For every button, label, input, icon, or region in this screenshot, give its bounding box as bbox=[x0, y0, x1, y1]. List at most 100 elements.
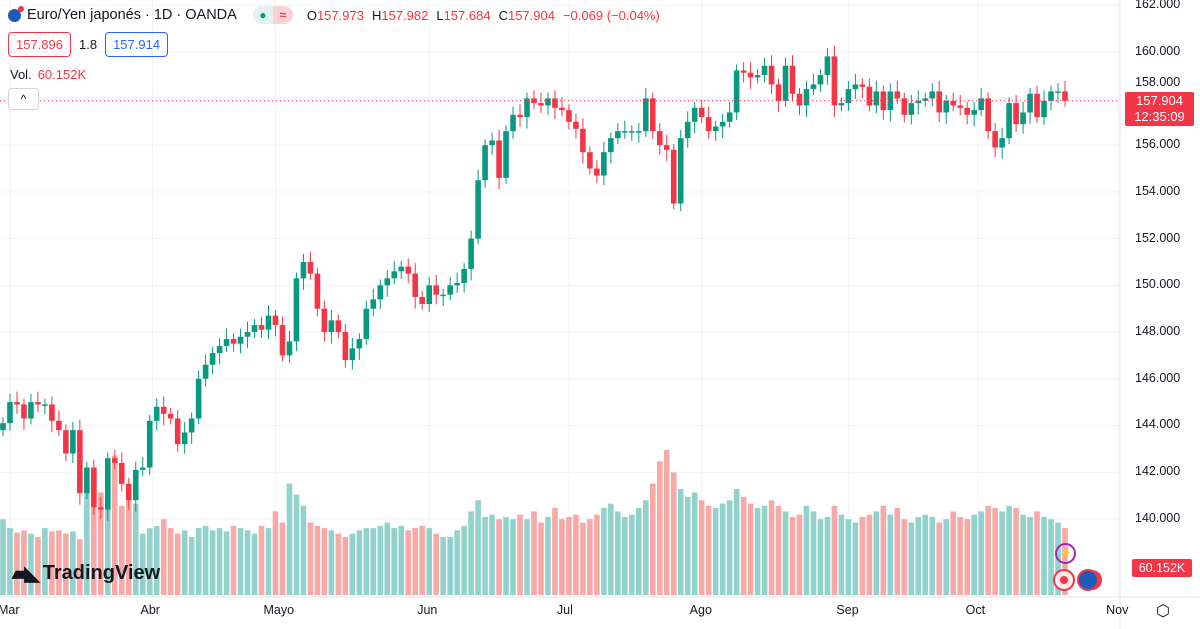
volume-bar bbox=[873, 511, 880, 595]
volume-bar bbox=[77, 539, 83, 595]
volume-label: Vol. bbox=[10, 67, 32, 82]
volume-bar bbox=[1041, 516, 1047, 595]
candle-body bbox=[629, 131, 635, 133]
candle-body bbox=[649, 98, 656, 132]
volume-bar bbox=[740, 496, 747, 595]
candle-body bbox=[84, 467, 90, 494]
candle-body bbox=[901, 98, 908, 115]
volume-bar bbox=[580, 522, 586, 595]
market-status[interactable]: ● ≈ bbox=[252, 6, 293, 24]
candle-body bbox=[125, 483, 132, 501]
candle-body bbox=[859, 84, 866, 87]
candle-body bbox=[943, 100, 950, 113]
candle-body bbox=[866, 86, 873, 106]
candle-body bbox=[573, 121, 579, 129]
candle-body bbox=[684, 121, 691, 139]
event-dot-icon[interactable] bbox=[1053, 569, 1075, 591]
volume-bar bbox=[321, 528, 328, 595]
candle-body bbox=[174, 418, 181, 445]
candle-body bbox=[153, 406, 160, 421]
volume-bar bbox=[42, 528, 48, 595]
volume-bar bbox=[28, 533, 34, 595]
volume-bar bbox=[803, 505, 810, 595]
volume-bar bbox=[747, 503, 754, 595]
candle-body bbox=[642, 98, 649, 132]
volume-bar bbox=[111, 455, 118, 595]
candle-body bbox=[118, 462, 125, 484]
candle-body bbox=[719, 121, 726, 127]
volume-bar bbox=[496, 519, 502, 595]
close-field: C157.904 bbox=[499, 8, 555, 23]
volume-bar bbox=[307, 522, 314, 595]
volume-bar bbox=[831, 505, 838, 595]
candle-body bbox=[244, 332, 251, 337]
candle-body bbox=[663, 145, 670, 150]
candle-body bbox=[132, 469, 139, 501]
candle-body bbox=[42, 404, 48, 406]
candle-body bbox=[503, 131, 509, 178]
collapse-legend-button[interactable]: ^ bbox=[8, 88, 39, 110]
candle-body bbox=[887, 91, 894, 111]
candle-body bbox=[426, 285, 432, 305]
volume-bar bbox=[188, 537, 195, 595]
low-field: L157.684 bbox=[436, 8, 490, 23]
candle-body bbox=[496, 140, 502, 178]
volume-bar bbox=[328, 530, 335, 595]
candle-body bbox=[1027, 93, 1033, 113]
candle-body bbox=[594, 168, 600, 176]
volume-bar bbox=[237, 528, 244, 595]
candle-body bbox=[300, 261, 307, 279]
open-label: O bbox=[306, 7, 317, 23]
volume-bar bbox=[63, 533, 69, 595]
volume-bar bbox=[398, 525, 405, 595]
candle-body bbox=[160, 406, 167, 414]
candle-body bbox=[845, 89, 852, 104]
logo-text: TradingView bbox=[42, 562, 161, 584]
sell-button[interactable]: 157.896 bbox=[8, 32, 71, 57]
volume-bar bbox=[684, 496, 691, 595]
volume-bar bbox=[810, 511, 817, 595]
volume-bar bbox=[880, 505, 887, 595]
candle-body bbox=[335, 320, 342, 333]
volume-bar bbox=[866, 514, 873, 595]
volume-bar bbox=[419, 525, 426, 595]
volume-bar bbox=[817, 519, 824, 595]
volume-bar bbox=[209, 530, 216, 595]
settings-gear-icon[interactable]: ⬡ bbox=[1156, 603, 1170, 620]
candle-body bbox=[419, 297, 426, 305]
candle-body bbox=[712, 126, 719, 132]
candle-body bbox=[747, 72, 754, 78]
volume-bar bbox=[538, 522, 544, 595]
volume-bar bbox=[181, 530, 188, 595]
time-tick-label: Nov bbox=[1106, 603, 1129, 617]
volume-bar bbox=[35, 537, 41, 595]
buy-button[interactable]: 157.914 bbox=[105, 32, 169, 57]
volume-bar bbox=[363, 528, 370, 595]
volume-bar bbox=[426, 528, 432, 595]
candle-body bbox=[14, 402, 20, 405]
volume-bar bbox=[636, 508, 642, 595]
volume-bar bbox=[1020, 514, 1026, 595]
last-price-tag: 157.904 12:35:09 bbox=[1125, 92, 1194, 126]
candle-body bbox=[1020, 112, 1026, 125]
lightning-event-icon[interactable]: ⚡ bbox=[1055, 543, 1076, 564]
candle-body bbox=[70, 430, 76, 454]
volume-bar bbox=[489, 514, 495, 595]
candle-body bbox=[77, 430, 83, 494]
eu-event-icon[interactable] bbox=[1077, 569, 1099, 591]
time-tick-label: Mar bbox=[0, 603, 20, 617]
candle-body bbox=[98, 507, 104, 510]
candle-body bbox=[440, 294, 446, 297]
candle-body bbox=[992, 131, 998, 148]
candle-body bbox=[775, 84, 782, 101]
symbol-title[interactable]: Euro/Yen japonés · 1D · OANDA bbox=[27, 7, 237, 23]
volume-bar bbox=[524, 519, 530, 595]
volume-bar bbox=[552, 508, 558, 595]
volume-bar bbox=[642, 500, 649, 595]
volume-value: 60.152K bbox=[37, 67, 87, 82]
bar-countdown: 12:35:09 bbox=[1134, 109, 1185, 124]
volume-bar bbox=[573, 514, 579, 595]
tradingview-logo[interactable]: ▰◣ TradingView bbox=[12, 561, 160, 586]
volume-bar bbox=[559, 519, 565, 595]
